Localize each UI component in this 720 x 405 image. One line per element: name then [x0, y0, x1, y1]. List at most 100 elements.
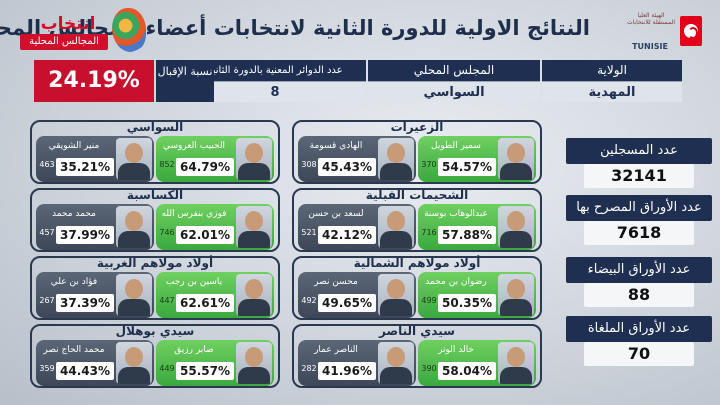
- region-name: سيدي الناصر: [379, 324, 455, 338]
- header: الهيئة العليا المستقلة للانتخابات TUNISI…: [0, 0, 720, 58]
- candidate-percentage: 58.04%: [438, 362, 496, 380]
- candidate-votes: 370: [421, 160, 437, 169]
- candidate-name: خالد الوتر: [438, 345, 474, 355]
- candidate-loser: محمد محمد 37.99% 457: [36, 204, 154, 250]
- stat-spoiled-ballots: عدد الأوراق الملغاة 70: [566, 316, 712, 366]
- candidate-percentage: 35.21%: [56, 158, 114, 176]
- candidate-name: محمد الحاج نصر: [43, 345, 105, 355]
- region-card: أولاد مولاهم الشمالية رضوان بن محمد 50.35%…: [292, 256, 542, 320]
- candidate-name: منير الشويقي: [48, 141, 100, 151]
- candidate-name: محمد محمد: [52, 209, 96, 219]
- candidate-winner: خالد الوتر 58.04% 390: [418, 340, 536, 386]
- turnout-value: 24.19%: [34, 60, 154, 102]
- isie-logo: الهيئة العليا المستقلة للانتخابات TUNISI…: [622, 6, 712, 56]
- candidate-loser: الناصر عمار 41.96% 282: [298, 340, 416, 386]
- candidate-photo: [378, 206, 414, 248]
- candidate-percentage: 49.65%: [318, 294, 376, 312]
- candidate-winner: فوزي بنفرس الله 62.01% 746: [156, 204, 274, 250]
- region-card: سيدي الناصر خالد الوتر 58.04% 390 الناصر عما…: [292, 324, 542, 388]
- candidate-photo: [498, 138, 534, 180]
- districts-value: 8: [184, 81, 366, 102]
- candidate-percentage: 42.12%: [318, 226, 376, 244]
- candidate-winner: الحبيب العروسي 64.79% 852: [156, 136, 274, 182]
- stat-label: عدد الأوراق المصرح بها: [566, 195, 712, 221]
- candidate-name: محسن نصر: [314, 277, 358, 287]
- candidate-votes: 746: [159, 228, 175, 237]
- region-card: أولاد مولاهم الغربية ياسين بن رجب 62.61% 44…: [30, 256, 280, 320]
- candidate-percentage: 41.96%: [318, 362, 376, 380]
- candidate-loser: الهادي قسومة 45.43% 308: [298, 136, 416, 182]
- stat-ballots-cast: عدد الأوراق المصرح بها 7618: [566, 195, 712, 245]
- tunisia-flag-icon: [680, 16, 702, 46]
- page-title: النتائج الاولية للدورة الثانية لانتخابات…: [0, 16, 590, 40]
- candidate-name: سمير الطويل: [431, 141, 481, 151]
- candidate-photo: [236, 274, 272, 316]
- stat-value: 7618: [584, 221, 694, 245]
- candidate-votes: 359: [39, 364, 55, 373]
- region-name: الزعيرات: [390, 120, 444, 134]
- stat-value: 88: [584, 283, 694, 307]
- candidate-loser: محمد الحاج نصر 44.43% 359: [36, 340, 154, 386]
- candidate-photo: [378, 138, 414, 180]
- region-name: الشحيمات القبلية: [365, 188, 469, 202]
- logo-word: انتخاب: [40, 14, 96, 34]
- elections-logo: انتخاب المجالس المحلية: [8, 8, 148, 52]
- candidate-winner: رضوان بن محمد 50.35% 499: [418, 272, 536, 318]
- candidate-votes: 499: [421, 296, 437, 305]
- stat-value: 70: [584, 342, 694, 366]
- candidate-photo: [498, 206, 534, 248]
- stat-label: عدد الأوراق البيضاء: [566, 257, 712, 283]
- council-label: المجلس المحلي: [368, 60, 540, 81]
- candidate-votes: 463: [39, 160, 55, 169]
- candidate-photo: [236, 206, 272, 248]
- candidate-winner: صابر رزيق 55.57% 449: [156, 340, 274, 386]
- candidate-winner: عبدالوهاب بوسنة 57.88% 716: [418, 204, 536, 250]
- candidate-votes: 457: [39, 228, 55, 237]
- region-name: أولاد مولاهم الشمالية: [353, 256, 481, 270]
- candidate-votes: 390: [421, 364, 437, 373]
- candidate-percentage: 44.43%: [56, 362, 114, 380]
- council-value: السواسي: [368, 81, 540, 102]
- candidate-loser: فؤاد بن علي 37.39% 267: [36, 272, 154, 318]
- region-card: سيدي بوهلال صابر رزيق 55.57% 449 محمد الحاج …: [30, 324, 280, 388]
- candidate-name: الحبيب العروسي: [162, 141, 226, 151]
- candidate-votes: 267: [39, 296, 55, 305]
- region-name: سيدي بوهلال: [115, 324, 195, 338]
- candidate-photo: [498, 342, 534, 384]
- candidate-name: ياسين بن رجب: [165, 277, 223, 287]
- region-card: السواسي الحبيب العروسي 64.79% 852 منير الشوي…: [30, 120, 280, 184]
- region-card: الشحيمات القبلية عبدالوهاب بوسنة 57.88% 716…: [292, 188, 542, 252]
- candidate-votes: 449: [159, 364, 175, 373]
- region-card: الكساسبة فوزي بنفرس الله 62.01% 746 محمد محم…: [30, 188, 280, 252]
- candidate-winner: سمير الطويل 54.57% 370: [418, 136, 536, 182]
- logo-sub: المجالس المحلية: [20, 34, 108, 50]
- candidate-winner: ياسين بن رجب 62.61% 447: [156, 272, 274, 318]
- candidate-photo: [498, 274, 534, 316]
- candidate-percentage: 54.57%: [438, 158, 496, 176]
- candidate-name: صابر رزيق: [174, 345, 214, 355]
- turnout-label: نسبة الإقبال: [156, 60, 214, 102]
- candidate-votes: 716: [421, 228, 437, 237]
- candidate-votes: 521: [301, 228, 317, 237]
- candidate-percentage: 37.39%: [56, 294, 114, 312]
- candidate-photo: [116, 274, 152, 316]
- candidate-loser: لسعد بن حسن 42.12% 521: [298, 204, 416, 250]
- stat-registered: عدد المسجلين 32141: [566, 138, 712, 188]
- candidate-votes: 308: [301, 160, 317, 169]
- candidate-votes: 852: [159, 160, 175, 169]
- candidate-photo: [116, 206, 152, 248]
- candidate-photo: [378, 342, 414, 384]
- candidate-percentage: 62.01%: [176, 226, 234, 244]
- stat-label: عدد المسجلين: [566, 138, 712, 164]
- isie-text: الهيئة العليا المستقلة للانتخابات: [626, 12, 675, 26]
- region-name: أولاد مولاهم الغربية: [96, 256, 214, 270]
- stat-label: عدد الأوراق الملغاة: [566, 316, 712, 342]
- tunisia-map-icon: [112, 8, 146, 52]
- candidate-name: الناصر عمار: [314, 345, 358, 355]
- region-card: الزعيرات سمير الطويل 54.57% 370 الهادي قسومة…: [292, 120, 542, 184]
- region-name: السواسي: [126, 120, 184, 134]
- candidate-votes: 492: [301, 296, 317, 305]
- candidate-percentage: 37.99%: [56, 226, 114, 244]
- candidate-photo: [236, 342, 272, 384]
- candidate-photo: [378, 274, 414, 316]
